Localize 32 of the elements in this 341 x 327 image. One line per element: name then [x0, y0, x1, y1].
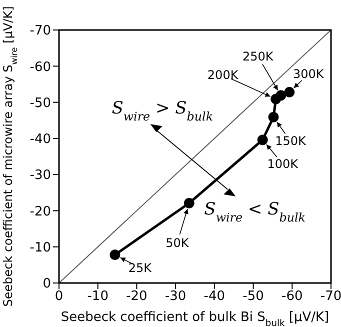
point [257, 134, 268, 146]
point [184, 198, 194, 208]
y-tick-label: -40 [30, 132, 51, 148]
x-tick-label: -30 [164, 289, 186, 304]
annotation: S$_{wire}$ > S$_{bulk}$ [112, 98, 214, 124]
y-tick-label: -20 [30, 204, 51, 220]
point [110, 250, 120, 260]
annotation: 25K [128, 260, 153, 275]
y-tick-label: -60 [30, 60, 51, 75]
x-tick-label: -20 [126, 289, 148, 304]
x-axis-title: Seebeck coefficient of bulk Bi S$_{bulk}$ [μV/K] [60, 310, 330, 327]
point [276, 90, 286, 101]
point [268, 112, 279, 122]
annotation: 250K [242, 49, 274, 64]
annotation: 150K [275, 134, 308, 148]
y-tick-label: -70 [30, 24, 51, 39]
y-tick-label: -50 [30, 96, 51, 111]
x-tick-label: -10 [87, 289, 108, 304]
x-tick-label: -40 [204, 289, 226, 304]
annotation: 200K [207, 68, 240, 82]
annotation: 300K [293, 67, 325, 82]
point [284, 86, 295, 98]
x-tick-label: -50 [242, 289, 264, 304]
x-tick-label: 0 [54, 289, 64, 304]
y-tick-label: -30 [30, 168, 51, 184]
y-tick-label: 0 [42, 276, 51, 292]
y-tick-label: -10 [30, 240, 51, 256]
annotation: 100K [267, 156, 300, 171]
x-tick-label: -60 [282, 289, 303, 304]
annotation: S$_{wire}$ < S$_{bulk}$ [204, 200, 306, 225]
annotation: 50K [166, 236, 190, 250]
x-tick-label: -70 [320, 289, 341, 304]
